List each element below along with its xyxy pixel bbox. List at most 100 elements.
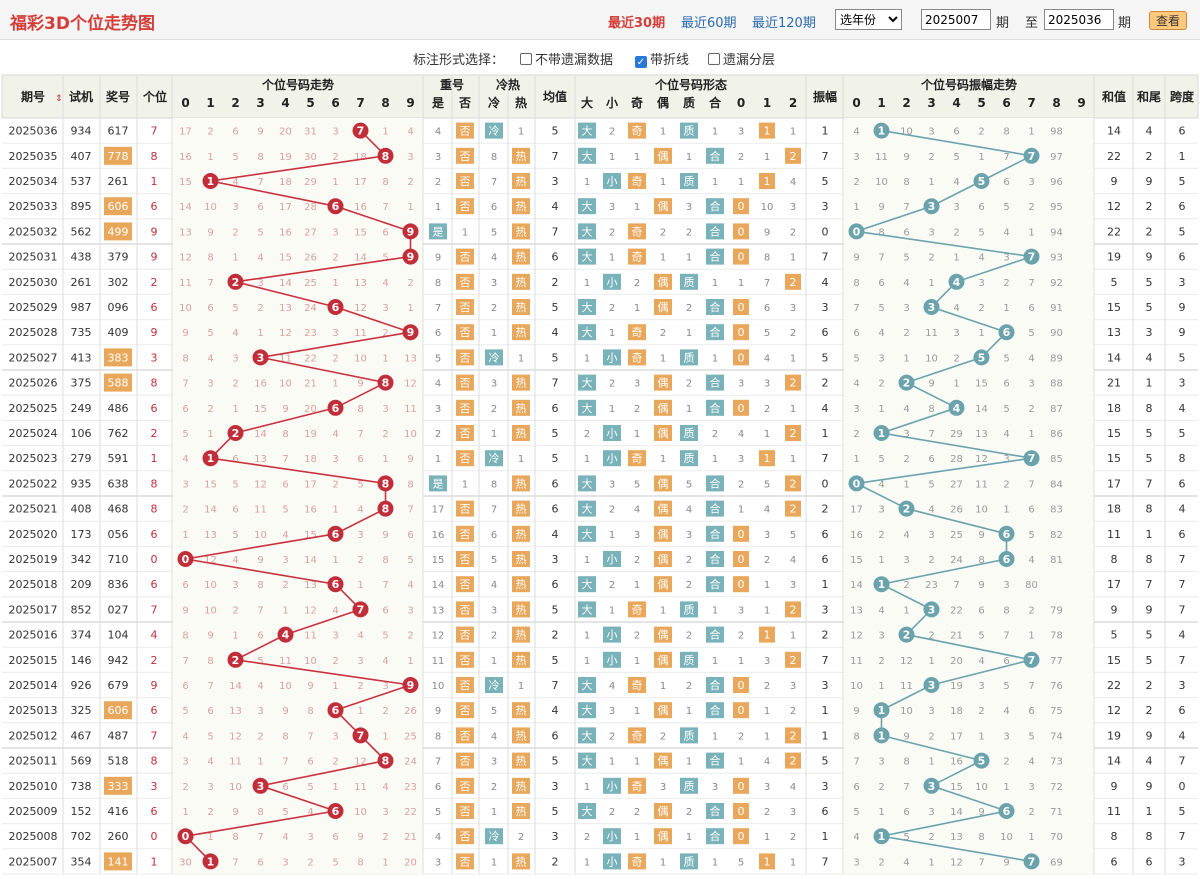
miss-cell: 1 <box>257 328 263 339</box>
header-shape-sub: 小 <box>606 95 618 110</box>
amp-ball <box>898 626 915 643</box>
amp-miss: 5 <box>1028 328 1034 339</box>
shape-mark-box <box>628 248 646 265</box>
repeat-miss: 4 <box>435 832 441 843</box>
shape-mark-box <box>603 425 621 441</box>
hotcold-miss: 2 <box>491 782 497 793</box>
checkbox-polyline[interactable]: ✓ <box>635 56 647 68</box>
amp-miss: 95 <box>1050 202 1063 213</box>
shape-mark: 偶 <box>658 276 669 289</box>
route-mark-box <box>785 147 801 164</box>
header-digit: 0 <box>181 96 189 110</box>
shape-miss: 1 <box>609 605 615 616</box>
route-miss: 5 <box>738 857 744 868</box>
range-link-30[interactable]: 最近30期 <box>608 16 666 31</box>
miss-cell: 7 <box>282 757 288 768</box>
shape-mark: 质 <box>684 603 695 616</box>
shape-miss: 2 <box>686 303 692 314</box>
route-mark: 0 <box>738 402 745 415</box>
miss-cell: 6 <box>257 202 263 213</box>
route-mark: 0 <box>738 578 745 591</box>
miss-cell: 9 <box>257 555 263 566</box>
shape-mark: 质 <box>684 729 695 742</box>
shape-miss: 3 <box>712 782 718 793</box>
range-link-60[interactable]: 最近60期 <box>681 16 737 31</box>
option-polyline[interactable]: ✓ 带折线 <box>635 49 689 68</box>
query-button[interactable]: 查看 <box>1149 11 1187 30</box>
amp-ball-label: 1 <box>878 125 886 138</box>
to-period-input[interactable] <box>1044 9 1114 30</box>
year-select[interactable]: 选年份 <box>835 9 902 30</box>
amp-miss: 2 <box>1028 404 1034 415</box>
repeat-mark-box <box>429 475 447 492</box>
option-polyline-label: 带折线 <box>650 53 690 68</box>
shape-mark: 偶 <box>658 301 669 314</box>
test-cell: 569 <box>71 755 92 768</box>
miss-cell: 10 <box>204 202 217 213</box>
unit-cell: 9 <box>151 326 158 339</box>
miss-cell: 4 <box>232 328 238 339</box>
tail-cell: 8 <box>1146 503 1153 516</box>
checkbox-no-miss[interactable] <box>520 53 532 65</box>
amp-miss: 2 <box>953 353 959 364</box>
header-shape-sub: 2 <box>789 96 797 110</box>
sum-cell: 22 <box>1107 679 1121 692</box>
range-link-120[interactable]: 最近120期 <box>752 16 816 31</box>
miss-cell: 4 <box>257 253 263 264</box>
span-cell: 5 <box>1179 225 1186 238</box>
shape-mark: 合 <box>710 476 721 490</box>
test-cell: 537 <box>71 175 92 188</box>
route-miss: 2 <box>738 731 744 742</box>
amp-miss: 76 <box>1050 681 1063 692</box>
amp-miss: 2 <box>1028 807 1034 818</box>
miss-cell: 11 <box>354 782 367 793</box>
miss-cell: 13 <box>254 454 267 465</box>
shape-miss: 1 <box>584 177 590 188</box>
shape-mark: 大 <box>582 804 593 818</box>
amp-miss: 3 <box>978 681 984 692</box>
miss-cell: 29 <box>304 177 317 188</box>
from-period-input[interactable] <box>921 9 991 30</box>
route-mark-box <box>733 551 749 567</box>
amp-ball <box>1023 450 1040 467</box>
unit-cell: 0 <box>151 830 158 843</box>
mean-cell: 5 <box>552 603 559 616</box>
shape-mark-box <box>706 626 724 643</box>
amp-cell: 0 <box>822 225 829 238</box>
miss-cell: 27 <box>304 227 317 238</box>
amp-miss: 8 <box>903 757 909 768</box>
repeat-miss: 6 <box>435 782 441 793</box>
amp-miss: 5 <box>903 832 909 843</box>
amp-miss: 1 <box>878 555 884 566</box>
route-miss: 2 <box>764 404 770 415</box>
option-miss-layer[interactable]: 遗漏分层 <box>708 49 775 68</box>
amp-miss: 21 <box>950 631 963 642</box>
miss-cell: 12 <box>279 328 292 339</box>
route-miss: 3 <box>790 807 796 818</box>
sum-cell: 8 <box>1111 553 1118 566</box>
award-cell: 638 <box>108 477 129 490</box>
header-mean: 均值 <box>543 89 567 104</box>
repeat-miss: 2 <box>435 177 441 188</box>
hotcold-mark-box <box>512 425 530 441</box>
repeat-mark-box <box>456 551 474 567</box>
amp-cell: 2 <box>822 377 829 390</box>
amp-ball-label: 7 <box>1028 654 1036 667</box>
amp-miss: 3 <box>1003 454 1009 465</box>
checkbox-miss-layer[interactable] <box>708 53 720 65</box>
award-highlight <box>104 348 132 367</box>
mean-cell: 6 <box>552 251 559 264</box>
amp-ball <box>973 173 990 189</box>
hotcold-mark-box <box>512 248 530 265</box>
option-no-miss[interactable]: 不带遗漏数据 <box>520 49 613 68</box>
amp-ball-label: 5 <box>978 175 986 188</box>
shape-mark: 质 <box>684 351 695 364</box>
hotcold-miss: 1 <box>518 127 524 138</box>
miss-cell: 4 <box>282 530 288 541</box>
amp-miss: 69 <box>1050 857 1063 868</box>
shape-mark-box <box>706 299 724 315</box>
miss-cell: 1 <box>407 656 413 667</box>
route-mark: 1 <box>764 629 771 642</box>
miss-cell: 4 <box>357 505 363 516</box>
trend-ball <box>327 525 344 542</box>
